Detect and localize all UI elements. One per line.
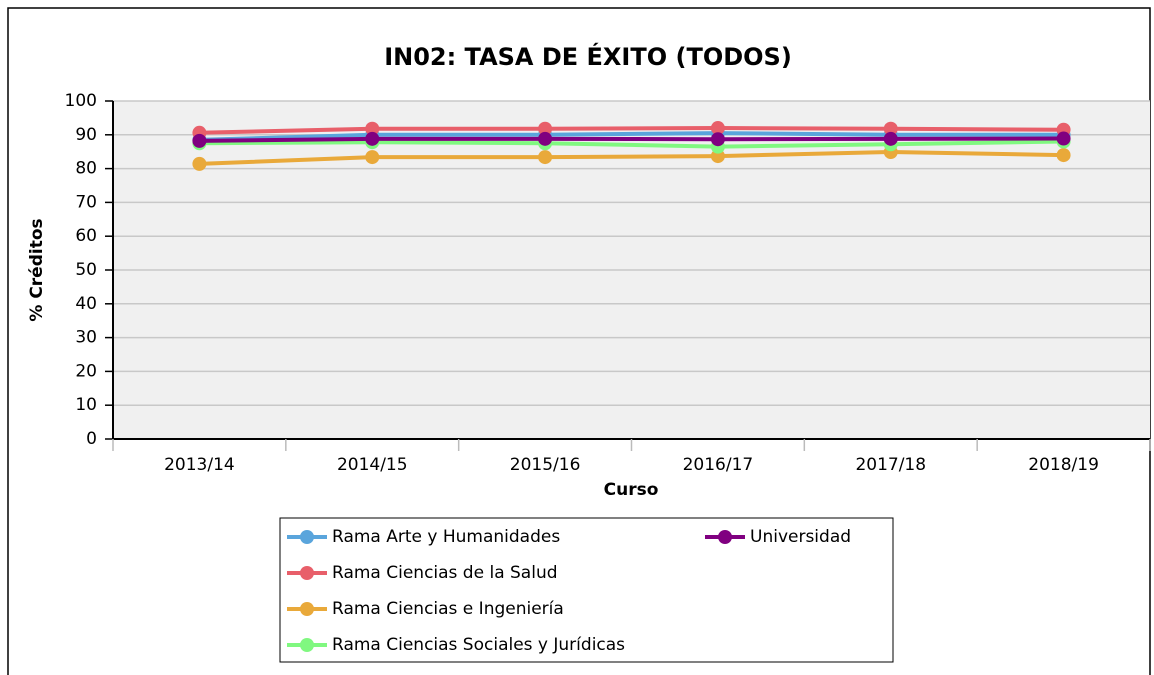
x-tick-label: 2014/15 xyxy=(337,455,408,475)
legend-marker xyxy=(300,602,314,616)
y-tick-label: 100 xyxy=(65,91,97,111)
y-axis-label: % Créditos xyxy=(27,218,47,321)
series-line xyxy=(199,139,1064,149)
x-tick-label: 2018/19 xyxy=(1028,455,1099,475)
point xyxy=(192,156,207,171)
y-tick-label: 80 xyxy=(75,159,97,179)
y-tick-label: 70 xyxy=(75,192,97,212)
y-tick-label: 20 xyxy=(75,361,97,381)
y-tick-label: 30 xyxy=(75,328,97,348)
point xyxy=(538,150,553,165)
legend-marker xyxy=(300,638,314,652)
y-tick-label: 0 xyxy=(86,429,97,449)
legend-marker xyxy=(718,530,732,544)
series-line xyxy=(199,150,1064,166)
x-tick-label: 2016/17 xyxy=(683,455,754,475)
legend-label: Universidad xyxy=(750,527,851,547)
legend-label: Rama Ciencias de la Salud xyxy=(332,563,558,583)
legend-label: Rama Ciencias e Ingeniería xyxy=(332,599,564,619)
series-line xyxy=(199,136,1064,143)
point xyxy=(710,121,725,136)
legend-marker xyxy=(300,566,314,580)
point xyxy=(365,150,380,165)
y-tick-label: 50 xyxy=(75,260,97,280)
point xyxy=(538,131,553,146)
point xyxy=(1056,131,1071,146)
legend-box xyxy=(279,517,894,663)
point xyxy=(365,131,380,146)
y-tick-label: 60 xyxy=(75,226,97,246)
x-tick-label: 2013/14 xyxy=(164,455,235,475)
series-line xyxy=(199,131,1064,142)
legend-label: Rama Arte y Humanidades xyxy=(332,527,560,547)
point xyxy=(710,132,725,147)
y-tick-label: 90 xyxy=(75,125,97,145)
legend-marker xyxy=(300,530,314,544)
y-tick-label: 40 xyxy=(75,294,97,314)
y-tick-label: 10 xyxy=(75,395,97,415)
point xyxy=(1056,148,1071,163)
series-line xyxy=(199,126,1064,135)
point xyxy=(883,121,898,136)
x-axis-label: Curso xyxy=(604,480,659,500)
point xyxy=(192,133,207,148)
legend-label: Rama Ciencias Sociales y Jurídicas xyxy=(332,635,625,655)
x-tick-label: 2017/18 xyxy=(855,455,926,475)
point xyxy=(883,131,898,146)
point xyxy=(365,121,380,136)
point xyxy=(538,121,553,136)
chart-title: IN02: TASA DE ÉXITO (TODOS) xyxy=(384,42,792,71)
x-tick-label: 2015/16 xyxy=(510,455,581,475)
